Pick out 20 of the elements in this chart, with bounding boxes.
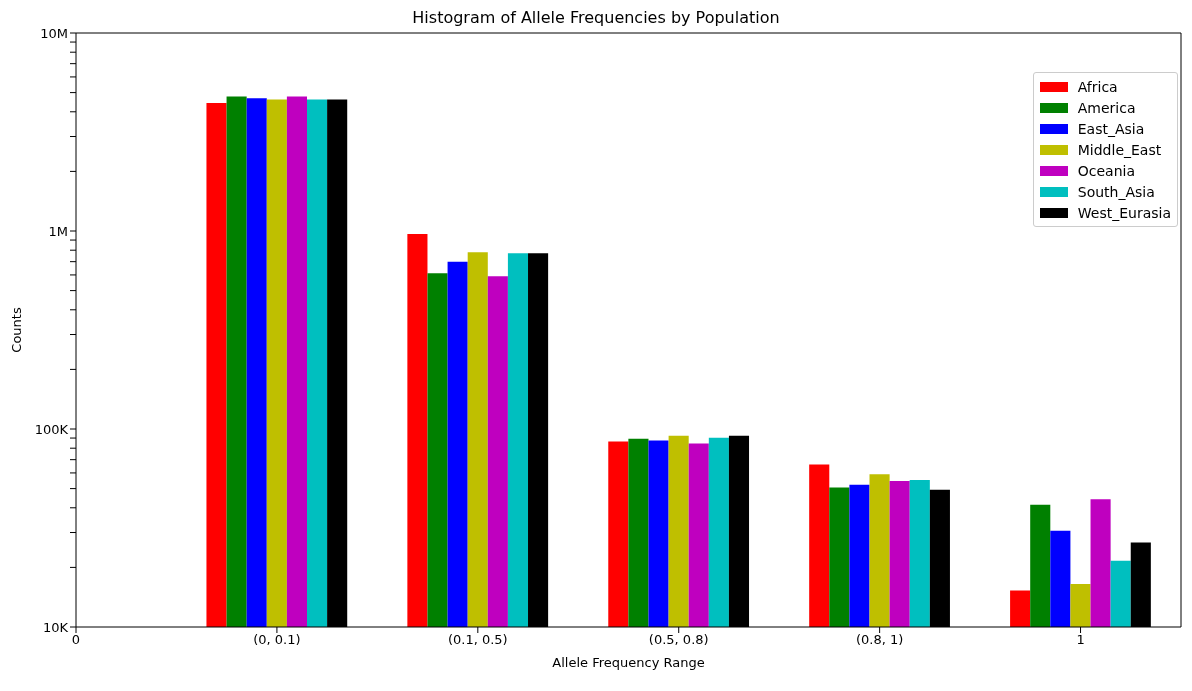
chart-title: Histogram of Allele Frequencies by Population [411,8,781,27]
x-tick-label: (0.8, 1) [855,632,904,648]
x-axis-title: Allele Frequency Range [552,655,705,670]
legend-label: Middle_East [1077,141,1162,158]
x-tick-label: (0.5, 0.8) [648,632,709,648]
legend-label: Africa [1077,78,1118,95]
legend-label: West_Eurasia [1077,204,1171,221]
legend-label: East_Asia [1077,120,1145,137]
y-tick-label: 10K [42,619,69,635]
x-tick-label: (0, 0.1) [253,632,301,648]
legend-label: America [1077,99,1136,116]
x-tick-label: (0.1, 0.5) [447,632,508,648]
y-axis-title: Counts [8,307,24,353]
legend-label: South_Asia [1077,183,1155,200]
legend-label: Oceania [1077,162,1136,179]
y-tick-label: 10M [40,25,68,41]
x-tick-label: 1 [1076,632,1085,648]
x-tick-label: 0 [71,632,81,648]
y-tick-label: 1M [48,223,68,239]
y-tick-label: 100K [34,421,69,437]
